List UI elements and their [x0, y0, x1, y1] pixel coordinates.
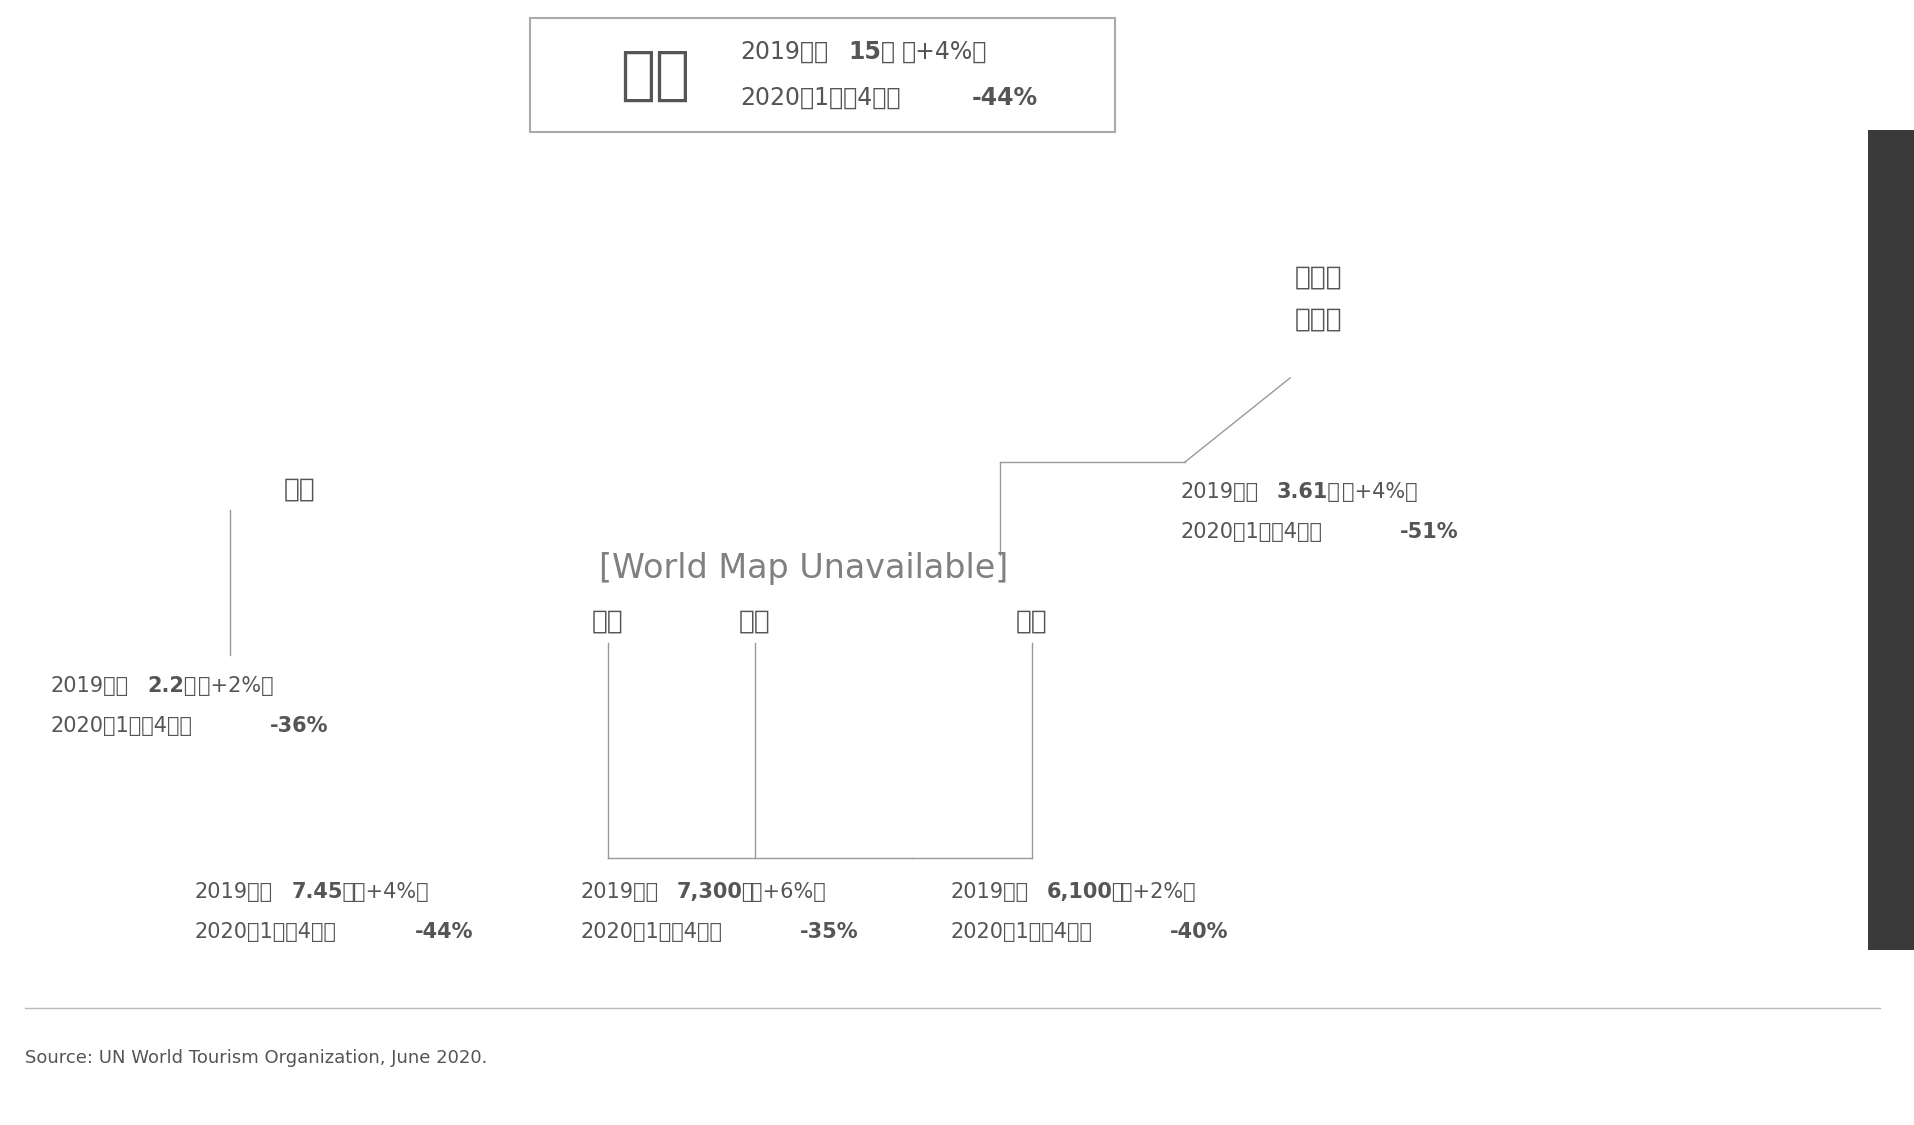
Text: 2019年：: 2019年： [580, 882, 658, 902]
Text: 7.45億: 7.45億 [293, 882, 356, 902]
Text: [World Map Unavailable]: [World Map Unavailable] [599, 551, 1009, 585]
Text: （+4%）: （+4%） [352, 882, 429, 902]
Text: 2019年：: 2019年： [741, 40, 829, 64]
Text: -51%: -51% [1399, 522, 1458, 542]
Text: 2019年：: 2019年： [949, 882, 1028, 902]
Text: -44%: -44% [415, 922, 473, 942]
Text: （+6%）: （+6%） [750, 882, 825, 902]
Text: 中東: 中東 [1016, 609, 1047, 634]
Text: （+2%）: （+2%） [1120, 882, 1196, 902]
Text: 15億: 15億 [848, 40, 896, 64]
Text: 7,300萬: 7,300萬 [678, 882, 756, 902]
Text: 2019年：: 2019年： [50, 676, 128, 696]
Text: 2020年1月至4月：: 2020年1月至4月： [741, 86, 900, 110]
FancyBboxPatch shape [530, 18, 1116, 132]
Text: 2020年1月至4月：: 2020年1月至4月： [50, 716, 191, 736]
Text: 2020年1月至4月：: 2020年1月至4月： [580, 922, 722, 942]
Text: 太平洋: 太平洋 [1296, 307, 1342, 333]
Text: （+4%）: （+4%） [901, 40, 988, 64]
Text: -36%: -36% [270, 716, 329, 736]
Text: 2019年：: 2019年： [195, 882, 274, 902]
Text: -44%: -44% [972, 86, 1037, 110]
Text: 亞洲、: 亞洲、 [1296, 266, 1342, 291]
Text: 6,100萬: 6,100萬 [1047, 882, 1125, 902]
Text: （+4%）: （+4%） [1342, 482, 1418, 502]
Text: -40%: -40% [1169, 922, 1229, 942]
Text: （+2%）: （+2%） [197, 676, 274, 696]
Text: 美洲: 美洲 [283, 477, 316, 503]
Text: 歐洲: 歐洲 [591, 609, 624, 634]
Text: 2019年：: 2019年： [1181, 482, 1257, 502]
Text: 2020年1月至4月：: 2020年1月至4月： [949, 922, 1093, 942]
Text: Source: UN World Tourism Organization, June 2020.: Source: UN World Tourism Organization, J… [25, 1048, 488, 1066]
Text: -35%: -35% [800, 922, 859, 942]
Text: 2.2億: 2.2億 [147, 676, 197, 696]
Text: 非洲: 非洲 [739, 609, 771, 634]
Text: 2020年1月至4月：: 2020年1月至4月： [195, 922, 337, 942]
Bar [1868, 130, 1914, 950]
Text: 2020年1月至4月：: 2020年1月至4月： [1181, 522, 1323, 542]
Text: 3.61億: 3.61億 [1277, 482, 1342, 502]
Text: 全球: 全球 [620, 46, 691, 104]
